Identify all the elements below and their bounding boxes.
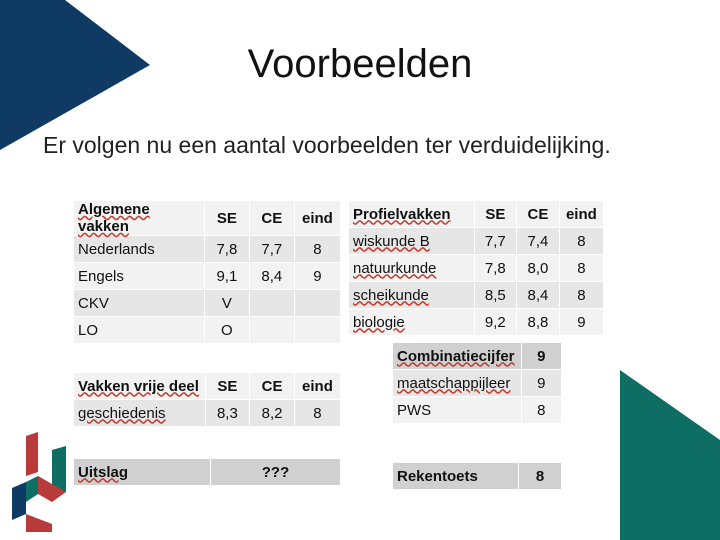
uitslag-value: ???	[210, 458, 341, 486]
grade-cell: V	[203, 289, 250, 317]
grade-cell: 8,4	[248, 262, 295, 290]
subject-cell: wiskunde B	[348, 227, 475, 255]
grade-cell: 8	[293, 235, 342, 263]
header-cell: Profielvakken	[348, 200, 475, 228]
grade-cell: 8,3	[204, 399, 251, 427]
grade-cell: 7,7	[248, 235, 295, 263]
uitslag-table: Uitslag ???	[73, 458, 341, 486]
header-cell: Vakken vrije deel	[73, 372, 206, 400]
header-cell: eind	[293, 200, 342, 236]
grade-cell: O	[203, 316, 250, 344]
grade-cell: 8,8	[516, 308, 560, 336]
subject-cell: maatschappijleer	[392, 369, 522, 397]
header-cell: Combinatiecijfer	[392, 342, 522, 370]
grade-cell: 9	[520, 369, 563, 397]
header-cell: CE	[248, 200, 295, 236]
grade-cell: 8,5	[473, 281, 518, 309]
grade-cell: 7,7	[473, 227, 518, 255]
header-cell: SE	[204, 372, 251, 400]
grade-cell: 9	[293, 262, 342, 290]
logo-icon	[12, 432, 66, 532]
grade-cell: 9	[558, 308, 605, 336]
header-cell: Algemene vakken	[73, 200, 205, 236]
header-cell: CE	[516, 200, 560, 228]
slide-title: Voorbeelden	[247, 42, 473, 86]
header-cell: eind	[558, 200, 605, 228]
grade-cell: 8	[558, 281, 605, 309]
grade-cell	[293, 316, 342, 344]
header-cell: SE	[473, 200, 518, 228]
grade-cell: 8	[558, 254, 605, 282]
navy-corner-shape	[0, 0, 150, 150]
subject-cell: Nederlands	[73, 235, 205, 263]
grade-cell	[248, 316, 295, 344]
grade-cell: 7,8	[203, 235, 250, 263]
grade-cell: 8,0	[516, 254, 560, 282]
grade-cell: 8,4	[516, 281, 560, 309]
subject-cell: PWS	[392, 396, 522, 424]
grade-cell: 8	[293, 399, 342, 427]
rekentoets-value: 8	[518, 462, 562, 490]
algemene-vakken-table: Algemene vakken SE CE eind Nederlands 7,…	[73, 200, 342, 344]
rekentoets-table: Rekentoets 8	[391, 462, 562, 490]
header-cell: eind	[293, 372, 342, 400]
subject-cell: scheikunde	[348, 281, 475, 309]
grade-cell	[293, 289, 342, 317]
combinatiecijfer-table: Combinatiecijfer 9 maatschappijleer 9 PW…	[392, 342, 563, 424]
subject-cell: Engels	[73, 262, 205, 290]
grade-cell: 7,8	[473, 254, 518, 282]
header-cell: SE	[203, 200, 250, 236]
rekentoets-label: Rekentoets	[391, 462, 520, 490]
profielvakken-table: Profielvakken SE CE eind wiskunde B 7,7 …	[348, 200, 605, 336]
header-cell: 9	[520, 342, 563, 370]
header-cell: CE	[249, 372, 295, 400]
grade-cell: 8,2	[249, 399, 295, 427]
subject-cell: CKV	[73, 289, 205, 317]
grade-cell: 8	[520, 396, 563, 424]
subject-cell: LO	[73, 316, 205, 344]
subject-cell: biologie	[348, 308, 475, 336]
grade-cell: 7,4	[516, 227, 560, 255]
grade-cell: 9,2	[473, 308, 518, 336]
uitslag-label: Uitslag	[73, 458, 211, 486]
teal-triangle-shape	[620, 370, 720, 540]
grade-cell: 9,1	[203, 262, 250, 290]
subject-cell: natuurkunde	[348, 254, 475, 282]
grade-cell: 8	[558, 227, 605, 255]
subject-cell: geschiedenis	[73, 399, 206, 427]
vrije-deel-table: Vakken vrije deel SE CE eind geschiedeni…	[73, 372, 342, 427]
grade-cell	[248, 289, 295, 317]
slide-subtitle: Er volgen nu een aantal voorbeelden ter …	[43, 132, 611, 158]
